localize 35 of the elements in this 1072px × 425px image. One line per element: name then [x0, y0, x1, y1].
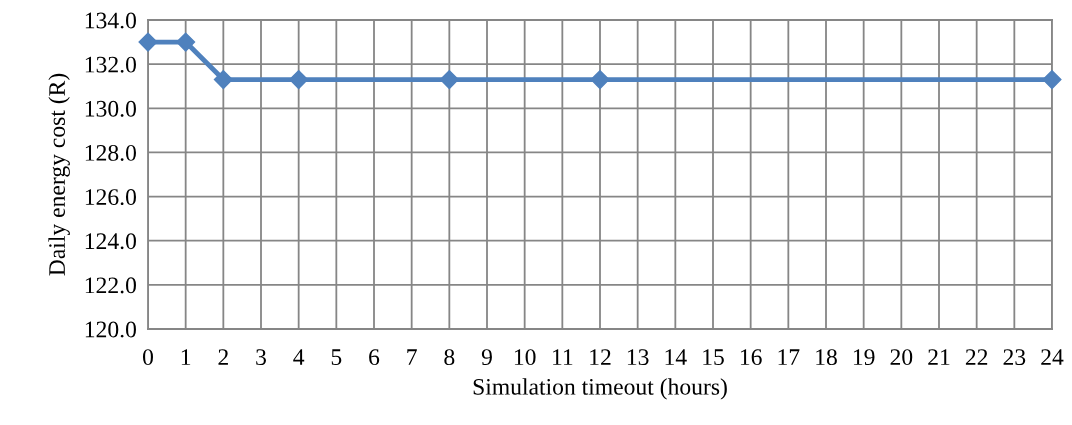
- x-tick-label: 7: [407, 349, 417, 365]
- x-tick-label: 8: [444, 349, 455, 366]
- x-tick-label: 13: [627, 349, 649, 366]
- x-tick-label: 3: [256, 349, 266, 366]
- x-tick-label: 1: [181, 349, 191, 365]
- y-tick-label: 120.0: [85, 321, 136, 338]
- x-tick-label: 9: [481, 349, 492, 366]
- x-tick-label: 18: [816, 349, 837, 366]
- x-tick-label: 23: [1003, 349, 1026, 366]
- x-tick-label: 4: [293, 349, 305, 365]
- x-axis-title: Simulation timeout (hours): [473, 378, 727, 400]
- x-tick-label: 17: [778, 349, 800, 365]
- x-tick-label: 22: [965, 349, 988, 365]
- x-tick-label: 14: [665, 349, 687, 365]
- y-tick-label: 132.0: [85, 56, 136, 73]
- x-tick-label: 10: [514, 349, 536, 366]
- x-tick-label: 12: [590, 349, 611, 365]
- x-tick-label: 21: [928, 349, 950, 365]
- x-tick-label: 11: [553, 349, 573, 365]
- x-tick-label: 15: [703, 349, 724, 366]
- y-tick-label: 126.0: [85, 189, 136, 206]
- x-tick-label: 16: [740, 349, 762, 366]
- y-axis-title: Daily energy cost (R): [48, 73, 70, 276]
- y-tick-label: 134.0: [85, 12, 136, 29]
- y-tick-label: 130.0: [85, 100, 136, 117]
- x-tick-label: 19: [853, 349, 875, 366]
- y-tick-label: 128.0: [85, 144, 136, 161]
- x-tick-label: 6: [369, 349, 380, 366]
- x-tick-label: 2: [218, 349, 228, 365]
- x-tick-label: 5: [331, 349, 342, 366]
- y-tick-label: 122.0: [85, 277, 136, 294]
- y-tick-label: 124.0: [85, 233, 136, 250]
- x-tick-label: 20: [890, 349, 913, 366]
- x-tick-label: 24: [1041, 349, 1064, 365]
- x-tick-label: 0: [143, 349, 153, 366]
